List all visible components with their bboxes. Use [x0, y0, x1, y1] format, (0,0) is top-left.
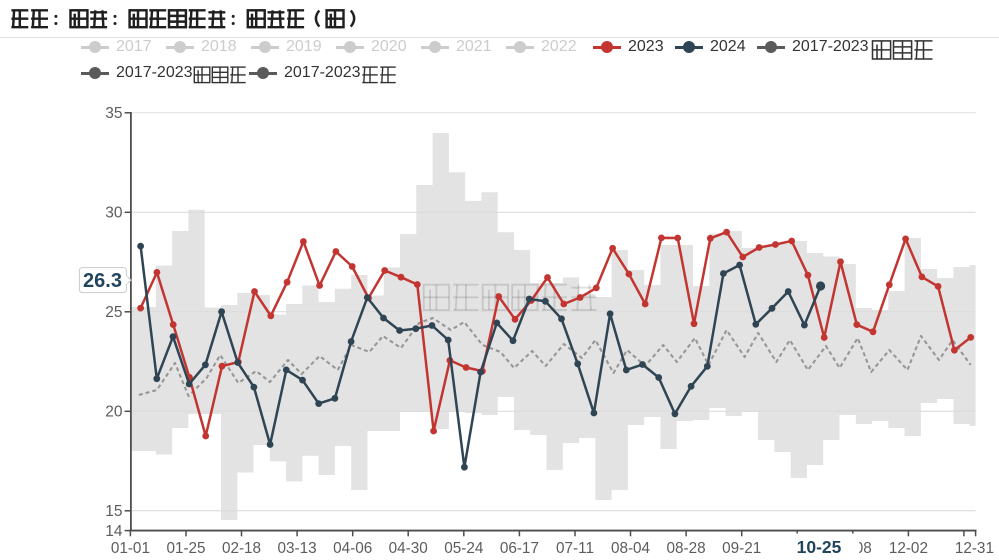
svg-text:08-28: 08-28: [667, 540, 706, 557]
svg-text:01-25: 01-25: [166, 540, 205, 557]
svg-text:07-11: 07-11: [556, 540, 594, 557]
svg-text:01-01: 01-01: [111, 540, 150, 557]
svg-text:08-04: 08-04: [611, 540, 651, 557]
svg-text:10-25: 10-25: [797, 537, 842, 557]
svg-text:03-13: 03-13: [278, 540, 317, 557]
svg-text:12-02: 12-02: [889, 540, 928, 557]
svg-text:14: 14: [105, 523, 123, 540]
svg-text:05-24: 05-24: [444, 540, 484, 557]
svg-text:26.3: 26.3: [83, 270, 122, 292]
svg-text:09-21: 09-21: [722, 540, 761, 557]
svg-text:25: 25: [105, 304, 122, 321]
svg-text:12-31: 12-31: [955, 540, 994, 557]
svg-text:15: 15: [105, 503, 122, 520]
svg-text:04-30: 04-30: [389, 540, 428, 557]
svg-text:35: 35: [105, 105, 122, 122]
svg-text:06-17: 06-17: [500, 540, 539, 557]
svg-text:02-18: 02-18: [222, 540, 261, 557]
svg-text:30: 30: [105, 205, 123, 222]
svg-text:04-06: 04-06: [333, 540, 372, 557]
svg-text:20: 20: [105, 404, 123, 421]
